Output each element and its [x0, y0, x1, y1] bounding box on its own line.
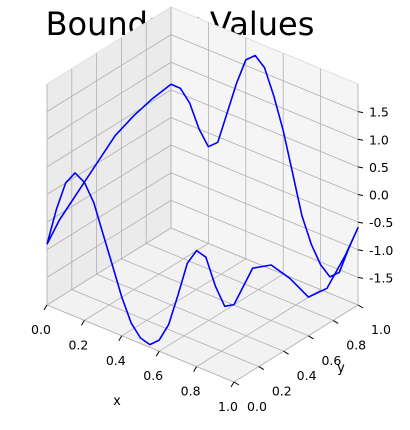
- grid-line-x-floor: [84, 243, 209, 321]
- z-tick-label: 0.0: [369, 188, 389, 203]
- grid-line-y-floor: [46, 304, 235, 383]
- axes-panes: [45, 6, 360, 383]
- tick-mark: [357, 276, 364, 279]
- grid-line-z-left: [46, 61, 172, 140]
- tick-mark: [357, 249, 364, 252]
- tick-mark: [357, 221, 364, 224]
- grid-line-x-floor: [158, 273, 284, 352]
- tick-mark: [193, 366, 198, 372]
- series-line-0: [46, 54, 359, 346]
- z-tick-label: -0.5: [369, 215, 393, 230]
- grid-line-y-floor: [146, 243, 334, 321]
- tick-mark: [230, 381, 235, 388]
- grid-line-x-floor: [196, 289, 321, 367]
- grid-line-z-left: [46, 34, 172, 112]
- grid-line-z-back: [170, 172, 359, 251]
- tick-mark: [357, 111, 364, 114]
- x-tick-label: 0.0: [31, 322, 51, 337]
- tick-mark: [283, 350, 289, 355]
- x-tick-label: 0.2: [68, 337, 88, 352]
- tick-mark: [357, 166, 364, 169]
- tick-mark: [258, 366, 265, 371]
- x-tick-label: 1.0: [218, 399, 238, 414]
- grid-line-x-floor: [233, 304, 359, 383]
- grid-line-z-left: [46, 89, 172, 168]
- grid-line-z-back: [170, 34, 359, 112]
- grid-line-z-left: [46, 172, 172, 251]
- grid-line-z-left: [46, 200, 172, 278]
- tick-mark: [357, 194, 364, 196]
- axes-grid: [46, 7, 359, 383]
- tick-mark: [357, 138, 364, 141]
- x-tick-label: 0.8: [181, 384, 201, 399]
- z-tick-label: -1.5: [369, 270, 393, 285]
- tick-mark: [155, 350, 160, 357]
- grid-line-z-back: [170, 144, 359, 223]
- grid-line-z-back: [170, 61, 359, 140]
- y-tick-label: 0.8: [346, 337, 366, 352]
- tick-mark: [332, 319, 339, 324]
- x-axis-label: x: [113, 394, 121, 409]
- tick-mark: [308, 335, 314, 340]
- z-tick-label: 1.5: [369, 105, 389, 120]
- y-tick-label: 1.0: [371, 322, 391, 337]
- grid-line-y-floor: [96, 273, 284, 352]
- z-tick-label: 1.0: [369, 132, 389, 147]
- z-tick-label: -1.0: [369, 243, 393, 258]
- y-tick-label: 0.4: [297, 368, 317, 383]
- y-axis-label: y: [337, 361, 345, 376]
- x-tick-label: 0.4: [106, 353, 126, 368]
- z-tick-label: 0.5: [369, 160, 389, 175]
- grid-line-x-floor: [121, 258, 247, 337]
- y-tick-label: 0.0: [247, 399, 267, 414]
- y-tick-label: 0.6: [321, 353, 341, 368]
- tick-mark: [80, 320, 85, 326]
- tick-mark: [118, 335, 123, 342]
- grid-line-z-back: [170, 200, 359, 278]
- grid-line-y-floor: [121, 258, 309, 337]
- y-tick-label: 0.2: [272, 384, 292, 399]
- grid-line-x-floor: [46, 227, 172, 306]
- series-layer: [46, 54, 359, 346]
- grid-line-z-back: [170, 89, 359, 168]
- axes-ticks: 0.0 0.2 0.4 0.6 0.8 1.0 0.0 0.2 0.4 0.6 0.8 1.0 -1.5…: [31, 105, 393, 414]
- tick-mark: [357, 304, 364, 309]
- grid-line-z-left: [46, 144, 172, 223]
- tick-mark: [43, 304, 48, 311]
- tick-mark: [233, 381, 240, 386]
- grid-line-y-floor: [71, 289, 259, 367]
- grid-line-z-back: [170, 117, 359, 195]
- x-tick-label: 0.6: [143, 368, 163, 383]
